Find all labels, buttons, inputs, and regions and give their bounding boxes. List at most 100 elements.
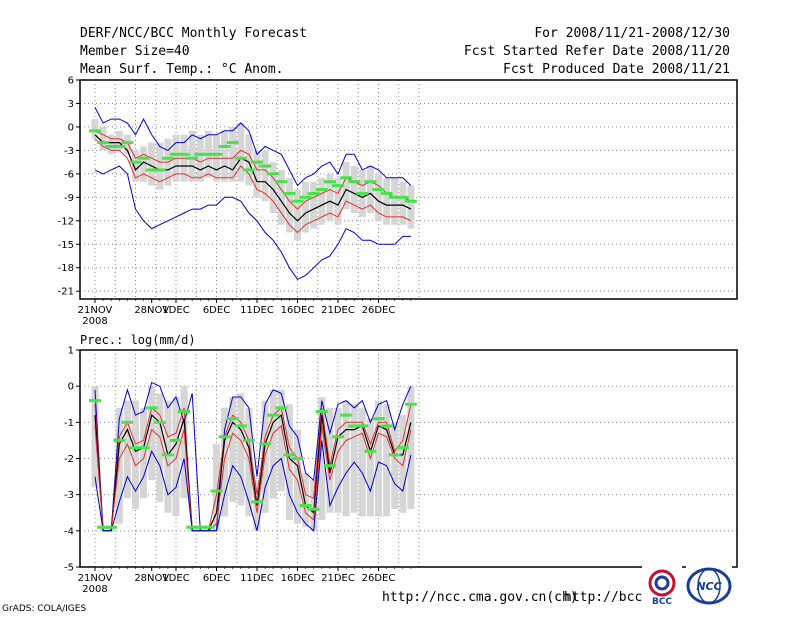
- range-box: [302, 181, 310, 233]
- series-lower-line: [94, 138, 412, 234]
- y-tick-label: 3: [68, 99, 74, 110]
- range-box: [366, 166, 374, 213]
- range-box: [123, 134, 131, 155]
- range-box: [156, 393, 164, 502]
- range-box: [366, 418, 374, 517]
- range-box: [334, 407, 342, 513]
- x-tick-label: 21NOV: [78, 305, 113, 316]
- y-tick-label: -6: [64, 169, 74, 180]
- x-tick-label: 21DEC: [321, 305, 355, 316]
- bcc-logo-text: BCC: [652, 597, 672, 606]
- range-box: [358, 407, 366, 517]
- range-box: [407, 386, 415, 510]
- x-tick-label: 28NOV: [134, 305, 169, 316]
- y-tick-label: -15: [58, 240, 74, 251]
- y-tick-label: -12: [58, 216, 74, 227]
- y-tick-label: -9: [64, 193, 74, 204]
- y-tick-label: 0: [68, 122, 74, 133]
- range-box: [285, 177, 293, 233]
- series-max-line: [94, 381, 412, 532]
- range-box: [342, 162, 350, 210]
- range-box: [383, 177, 391, 225]
- range-box: [302, 472, 310, 528]
- range-box: [115, 407, 123, 524]
- range-box: [391, 177, 399, 225]
- x-tick-label: 1DEC: [162, 305, 189, 316]
- range-box: [285, 404, 293, 520]
- range-box: [342, 400, 350, 517]
- range-box: [399, 181, 407, 225]
- range-box: [188, 130, 196, 182]
- x-tick-label: 26DEC: [362, 573, 396, 584]
- range-box: [91, 119, 99, 139]
- range-box: [164, 400, 172, 513]
- x-tick-label: 6DEC: [203, 305, 230, 316]
- range-box: [383, 404, 391, 517]
- bcc-logo-icon: BCC: [642, 566, 682, 606]
- start-date: Fcst Started Refer Date 2008/11/20: [463, 44, 730, 59]
- range-box: [294, 189, 301, 241]
- bcc-url[interactable]: http://bcc.: [564, 590, 651, 605]
- range-box: [237, 123, 245, 182]
- range-box: [261, 150, 269, 202]
- range-box: [229, 397, 237, 502]
- member-size: Member Size=40: [80, 44, 190, 59]
- y-tick-label: -4: [64, 526, 74, 537]
- range-box: [132, 150, 139, 182]
- x-tick-label: 16DEC: [281, 573, 315, 584]
- variable-label: Mean Surf. Temp.: °C Anom.: [80, 62, 284, 77]
- ncc-logo-icon: NCC: [686, 566, 732, 606]
- y-tick-label: -1: [64, 418, 74, 429]
- range-box: [221, 130, 229, 182]
- range-box: [375, 400, 382, 517]
- x-tick-label: 26DEC: [362, 305, 396, 316]
- range-box: [115, 130, 123, 151]
- range-box: [148, 142, 156, 186]
- range-box: [229, 126, 237, 182]
- range-box: [156, 142, 164, 190]
- ncc-url[interactable]: http://ncc.cma.gov.cn(ch): [382, 590, 578, 605]
- range-box: [326, 173, 334, 221]
- range-box: [277, 389, 285, 492]
- range-box: [269, 162, 277, 213]
- x-tick-label: 21NOV: [78, 573, 113, 584]
- y-tick-label: -21: [58, 287, 74, 298]
- range-box: [391, 422, 399, 510]
- x-tick-label: 16DEC: [281, 305, 315, 316]
- y-tick-label: 6: [68, 76, 74, 87]
- range-box: [350, 404, 358, 513]
- range-box: [237, 393, 245, 506]
- x-tick-year: 2008: [82, 316, 107, 327]
- ncc-logo-text: NCC: [696, 580, 721, 593]
- series-min-line: [94, 440, 412, 532]
- range-box: [180, 386, 188, 499]
- range-box: [213, 444, 220, 531]
- range-box: [318, 397, 326, 520]
- range-box: [107, 134, 115, 155]
- produced-date: Fcst Produced Date 2008/11/21: [503, 62, 730, 77]
- range-box: [334, 177, 342, 225]
- range-box: [140, 146, 148, 182]
- forecast-period: For 2008/11/21-2008/12/30: [534, 26, 730, 41]
- series-mean-line: [94, 134, 412, 222]
- x-tick-label: 11DEC: [240, 573, 274, 584]
- y-tick-label: -2: [64, 454, 74, 465]
- range-box: [310, 480, 318, 531]
- chart-title: DERF/NCC/BCC Monthly Forecast: [80, 26, 307, 41]
- x-tick-label: 11DEC: [240, 305, 274, 316]
- range-box: [91, 386, 99, 488]
- range-box: [245, 134, 253, 186]
- range-box: [140, 407, 148, 499]
- range-box: [245, 407, 253, 517]
- range-box: [310, 181, 318, 229]
- range-box: [148, 386, 156, 481]
- range-box: [318, 177, 326, 225]
- y-tick-label: 1: [68, 346, 74, 357]
- range-box: [196, 134, 204, 182]
- x-tick-label: 21DEC: [321, 573, 355, 584]
- y-tick-label: -18: [58, 263, 74, 274]
- range-box: [253, 150, 261, 198]
- range-box: [375, 173, 382, 221]
